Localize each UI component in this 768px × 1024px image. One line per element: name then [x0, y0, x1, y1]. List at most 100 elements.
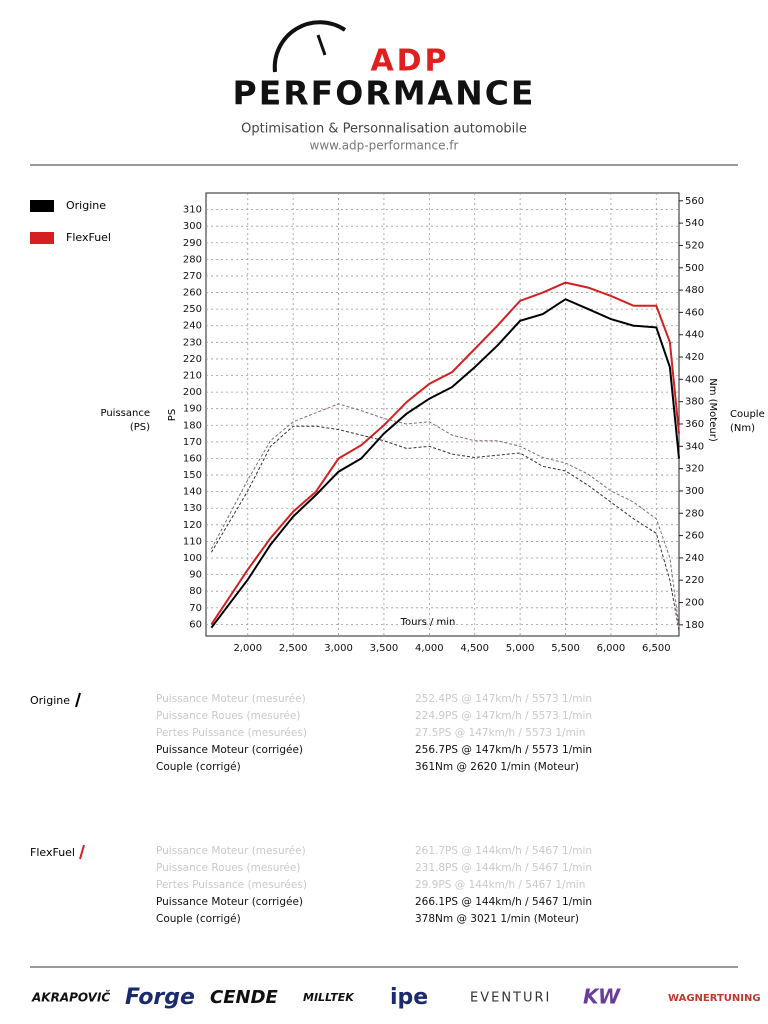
y2-tick-label: 400 [685, 374, 704, 385]
x-axis-label: Tours / min [400, 617, 456, 628]
x-tick-label: 2,500 [279, 643, 308, 654]
result-value: 231.8PS @ 144km/h / 5467 1/min [415, 862, 592, 874]
y-tick-label: 190 [183, 404, 202, 415]
result-value: 252.4PS @ 147km/h / 5573 1/min [415, 693, 592, 705]
sponsor-logo: CENDE [210, 987, 279, 1008]
result-value: 256.7PS @ 147km/h / 5573 1/min [415, 744, 592, 756]
logo-main: PERFORMANCE [233, 74, 536, 113]
y-tick-label: 110 [183, 536, 202, 547]
result-value: 27.5PS @ 147km/h / 5573 1/min [415, 727, 585, 739]
result-value: 378Nm @ 3021 1/min (Moteur) [415, 913, 579, 925]
result-label: Puissance Moteur (corrigée) [156, 896, 303, 908]
result-title: FlexFuel [30, 846, 75, 859]
legend-swatch [30, 232, 54, 244]
y2-tick-label: 480 [685, 285, 704, 296]
result-label: Puissance Roues (mesurée) [156, 710, 301, 722]
torque-line [210, 403, 680, 628]
y-tick-label: 200 [183, 387, 202, 398]
y-tick-label: 210 [183, 371, 202, 382]
x-tick-label: 5,000 [506, 643, 535, 654]
x-tick-label: 6,500 [642, 643, 671, 654]
y-tick-label: 170 [183, 437, 202, 448]
x-tick-label: 4,500 [460, 643, 489, 654]
result-title: Origine [30, 694, 70, 707]
y-tick-label: 100 [183, 553, 202, 564]
y2-tick-label: 260 [685, 531, 704, 542]
y-tick-label: 280 [183, 254, 202, 265]
x-tick-label: 3,000 [324, 643, 353, 654]
x-tick-label: 2,000 [233, 643, 262, 654]
y2-axis-label: Nm (Moteur) [707, 378, 718, 442]
logo: ADP PERFORMANCE [233, 20, 536, 113]
x-tick-label: 6,000 [597, 643, 626, 654]
legend-label: Origine [66, 199, 106, 212]
y2-title: (Nm) [730, 423, 755, 434]
y-axis-label: PS [167, 409, 178, 421]
result-label: Puissance Roues (mesurée) [156, 862, 301, 874]
sponsor-logo: WAGNERTUNING [668, 993, 761, 1004]
y-tick-label: 290 [183, 238, 202, 249]
y-tick-label: 270 [183, 271, 202, 282]
plot-frame [205, 192, 680, 637]
y-tick-label: 240 [183, 321, 202, 332]
y2-tick-label: 520 [685, 240, 704, 251]
sponsor-logo: MILLTEK [303, 991, 355, 1004]
sponsor-logo: ipe [390, 985, 428, 1010]
y-tick-label: 160 [183, 453, 202, 464]
sponsor-logo: KW [583, 985, 621, 1009]
x-tick-label: 5,500 [551, 643, 580, 654]
power-line [210, 298, 680, 629]
y2-tick-label: 540 [685, 218, 704, 229]
y2-tick-label: 180 [685, 620, 704, 631]
y2-tick-label: 500 [685, 263, 704, 274]
y2-tick-label: 340 [685, 441, 704, 452]
result-value: 361Nm @ 2620 1/min (Moteur) [415, 761, 579, 773]
result-value: 261.7PS @ 144km/h / 5467 1/min [415, 845, 592, 857]
y-title: Puissance [100, 408, 150, 419]
result-label: Puissance Moteur (mesurée) [156, 693, 306, 705]
result-label: Pertes Puissance (mesurées) [156, 879, 307, 891]
result-value: 266.1PS @ 144km/h / 5467 1/min [415, 896, 592, 908]
result-slash [75, 692, 81, 708]
sponsor-logo: AKRAPOVIČ [31, 990, 110, 1005]
y-tick-label: 220 [183, 354, 202, 365]
x-tick-label: 3,500 [370, 643, 399, 654]
y2-title: Couple [730, 409, 765, 420]
result-label: Pertes Puissance (mesurées) [156, 727, 307, 739]
y-tick-label: 130 [183, 503, 202, 514]
result-label: Puissance Moteur (corrigée) [156, 744, 303, 756]
y-tick-label: 250 [183, 304, 202, 315]
result-value: 29.9PS @ 144km/h / 5467 1/min [415, 879, 585, 891]
y-tick-label: 310 [183, 205, 202, 216]
logo-top: ADP [370, 44, 449, 79]
y-title: (PS) [130, 422, 150, 433]
y2-tick-label: 220 [685, 575, 704, 586]
y-tick-label: 70 [189, 603, 202, 614]
y2-tick-label: 320 [685, 464, 704, 475]
tagline: Optimisation & Personnalisation automobi… [241, 122, 527, 137]
result-label: Puissance Moteur (mesurée) [156, 845, 306, 857]
result-label: Couple (corrigé) [156, 913, 241, 925]
sponsor-logo: Forge [125, 985, 195, 1010]
y2-tick-label: 280 [685, 508, 704, 519]
y-tick-label: 260 [183, 288, 202, 299]
legend-label: FlexFuel [66, 231, 111, 244]
y2-tick-label: 440 [685, 330, 704, 341]
legend-swatch [30, 200, 54, 212]
y2-tick-label: 380 [685, 397, 704, 408]
y2-tick-label: 460 [685, 307, 704, 318]
y-tick-label: 90 [189, 570, 202, 581]
y2-tick-label: 240 [685, 553, 704, 564]
y2-tick-label: 200 [685, 598, 704, 609]
logo-gauge [272, 20, 347, 73]
y-tick-label: 140 [183, 487, 202, 498]
y-tick-label: 230 [183, 337, 202, 348]
torque-line [210, 425, 680, 631]
sponsor-logo: EVENTURI [470, 991, 551, 1006]
y-tick-label: 80 [189, 586, 202, 597]
y2-tick-label: 360 [685, 419, 704, 430]
y2-tick-label: 560 [685, 196, 704, 207]
y-tick-label: 60 [189, 619, 202, 630]
x-tick-label: 4,000 [415, 643, 444, 654]
